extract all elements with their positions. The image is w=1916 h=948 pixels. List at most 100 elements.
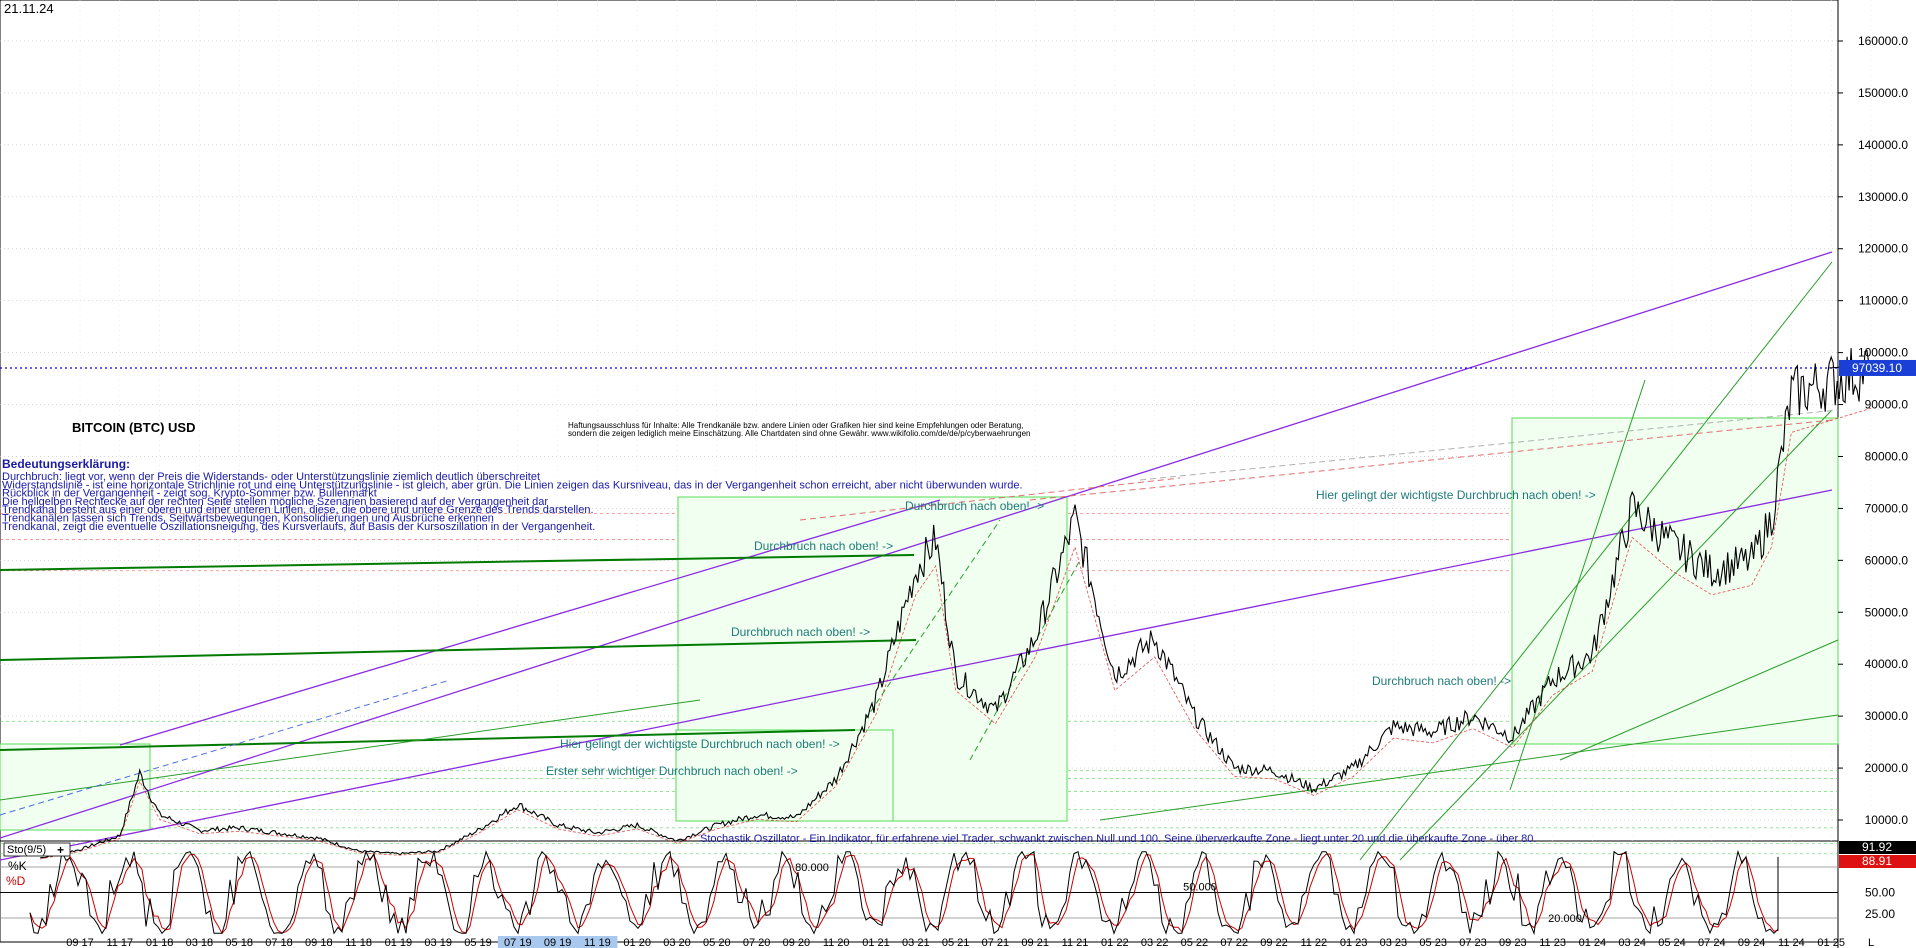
x-tick-label: 05 23 — [1419, 937, 1447, 948]
x-tick-label: 07 24 — [1698, 937, 1726, 948]
dashed-trend-line — [1029, 419, 1833, 501]
osc-title: Sto(9/5) — [7, 844, 46, 856]
osc-inner-label: 80.000 — [795, 862, 829, 874]
x-tick-label: 01 23 — [1340, 937, 1368, 948]
x-tick-label: 01 24 — [1579, 937, 1607, 948]
x-tick-label: 11 21 — [1062, 937, 1089, 948]
x-tick-label: 07 23 — [1459, 937, 1487, 948]
x-tick-label: 05 19 — [464, 937, 492, 948]
explanation-line: Widerstandslinie - ist eine horizontale … — [2, 479, 1023, 491]
x-tick-label: 11 17 — [106, 937, 133, 948]
x-tick-label: L — [1868, 937, 1874, 948]
long-term-trend-line — [0, 639, 917, 661]
k-value-label: 91.92 — [1862, 840, 1892, 854]
annotation-label: Durchbruch nach oben! -> — [754, 539, 893, 553]
chart-title: BITCOIN (BTC) USD — [72, 420, 196, 435]
moving-average-line — [40, 407, 1872, 860]
x-tick-label: 05 20 — [703, 937, 731, 948]
y-tick-label: 20000.0 — [1865, 761, 1909, 775]
x-tick-label: 01 18 — [146, 937, 174, 948]
explanation-title: Bedeutungserklärung: — [2, 457, 130, 471]
x-tick-label: 07 18 — [265, 937, 293, 948]
x-tick-label: 01 25 — [1817, 937, 1845, 948]
trend-line — [0, 699, 701, 801]
x-tick-label: 03 21 — [902, 937, 930, 948]
x-tick-label: 07 19 — [504, 937, 532, 948]
explanation-line: Trendkanal, zeigt die eventuelle Oszilla… — [2, 521, 595, 533]
shapes-layer — [0, 251, 1839, 861]
price-series-layer — [40, 348, 1872, 860]
annotation-label: Hier gelingt der wichtigste Durchbruch n… — [1316, 488, 1596, 502]
osc-inner-label: 20.000 — [1548, 913, 1582, 925]
x-tick-label: 09 24 — [1738, 937, 1766, 948]
x-tick-label: 11 18 — [345, 937, 372, 948]
x-highlight — [537, 936, 578, 948]
trend-channel-line — [119, 499, 941, 746]
x-tick-label: 07 21 — [982, 937, 1010, 948]
annotation-label: Durchbruch nach oben! -> — [731, 625, 870, 639]
y-tick-label: 110000.0 — [1859, 294, 1908, 308]
y-tick-label: 40000.0 — [1865, 657, 1909, 671]
y-tick-label: 120000.0 — [1858, 242, 1908, 256]
trend-line — [1399, 409, 1833, 861]
y-tick-label: 130000.0 — [1858, 190, 1908, 204]
y-tick-label: 140000.0 — [1858, 138, 1908, 152]
osc-inner-label: 50.000 — [1183, 882, 1217, 894]
x-tick-label: 09 20 — [783, 937, 811, 948]
explanation-line: Durchbruch: liegt vor, wenn der Preis di… — [2, 471, 540, 483]
annotation-label: Hier gelingt der wichtigste Durchbruch n… — [560, 737, 840, 751]
date-label: 21.11.24 — [4, 1, 54, 16]
annotation-label: Erster sehr wichtiger Durchbruch nach ob… — [546, 764, 798, 778]
x-tick-label: 11 20 — [823, 937, 850, 948]
y-tick-label: 80000.0 — [1865, 449, 1909, 463]
x-tick-label: 03 18 — [186, 937, 214, 948]
x-highlight — [497, 936, 538, 948]
long-term-trend-line — [0, 554, 915, 571]
x-tick-label: 09 18 — [305, 937, 333, 948]
scenario-rectangle — [1511, 417, 1839, 745]
x-axis: 09 17 11 17 01 18 03 18 05 18 07 18 09 18 11 18… — [66, 936, 1874, 948]
y-tick-label: 100000.0 — [1858, 346, 1908, 360]
explanation-line: Rückblick in der Vergangenheit - zeigt s… — [2, 488, 377, 500]
x-tick-label: 03 19 — [424, 937, 452, 948]
x-tick-label: 01 19 — [385, 937, 413, 948]
osc-d-label: %D — [6, 874, 26, 888]
x-tick-label: 09 21 — [1021, 937, 1049, 948]
trend-channel-line — [0, 489, 1833, 861]
y-tick-label: 30000.0 — [1865, 709, 1909, 723]
price-line — [40, 348, 1870, 859]
annotation-label: Durchbruch nach oben! -> — [905, 499, 1044, 513]
oscillator-layer: 80.000 50.000 20.000 Sto(9/5) + %K%D — [0, 842, 1838, 936]
trend-line — [1559, 639, 1839, 761]
x-tick-label: 05 21 — [942, 937, 970, 948]
osc-title-box — [3, 842, 71, 857]
x-tick-label: 03 24 — [1618, 937, 1646, 948]
trend-line — [1359, 261, 1833, 861]
stochastic-k-line — [29, 849, 1779, 936]
osc-description: Stochastik Oszillator - Ein Indikator, f… — [700, 833, 1536, 845]
x-tick-label: 01 21 — [862, 937, 890, 948]
k-value-tag — [1839, 841, 1916, 854]
disclaimer-line: sondern die zeigen lediglich meine Einsc… — [568, 429, 1031, 438]
y-tick-label: 150000.0 — [1858, 86, 1908, 100]
x-tick-label: 05 18 — [225, 937, 253, 948]
x-tick-label: 07 20 — [743, 937, 771, 948]
d-value-tag — [1839, 855, 1916, 868]
y-tick-label: 10000.0 — [1865, 813, 1909, 827]
stochastic-d-line — [29, 853, 1779, 935]
dashed-trend-line — [0, 679, 451, 816]
x-tick-label: 03 22 — [1141, 937, 1169, 948]
text-layer: BITCOIN (BTC) USD Haftungsausschluss für … — [2, 420, 1596, 845]
last-price-tag — [1839, 359, 1916, 376]
y-tick-label: 160000.0 — [1858, 34, 1908, 48]
x-tick-label: 05 24 — [1658, 937, 1686, 948]
x-tick-label: 05 22 — [1181, 937, 1209, 948]
y-tick-label: 70000.0 — [1865, 501, 1909, 515]
x-tick-label: 09 23 — [1499, 937, 1527, 948]
disclaimer-line: Haftungsausschluss für Inhalte: Alle Tre… — [568, 421, 1023, 430]
y-tick-label: 90000.0 — [1865, 398, 1909, 412]
x-tick-label: 09 19 — [544, 937, 572, 948]
trend-channel-line — [0, 251, 1833, 839]
